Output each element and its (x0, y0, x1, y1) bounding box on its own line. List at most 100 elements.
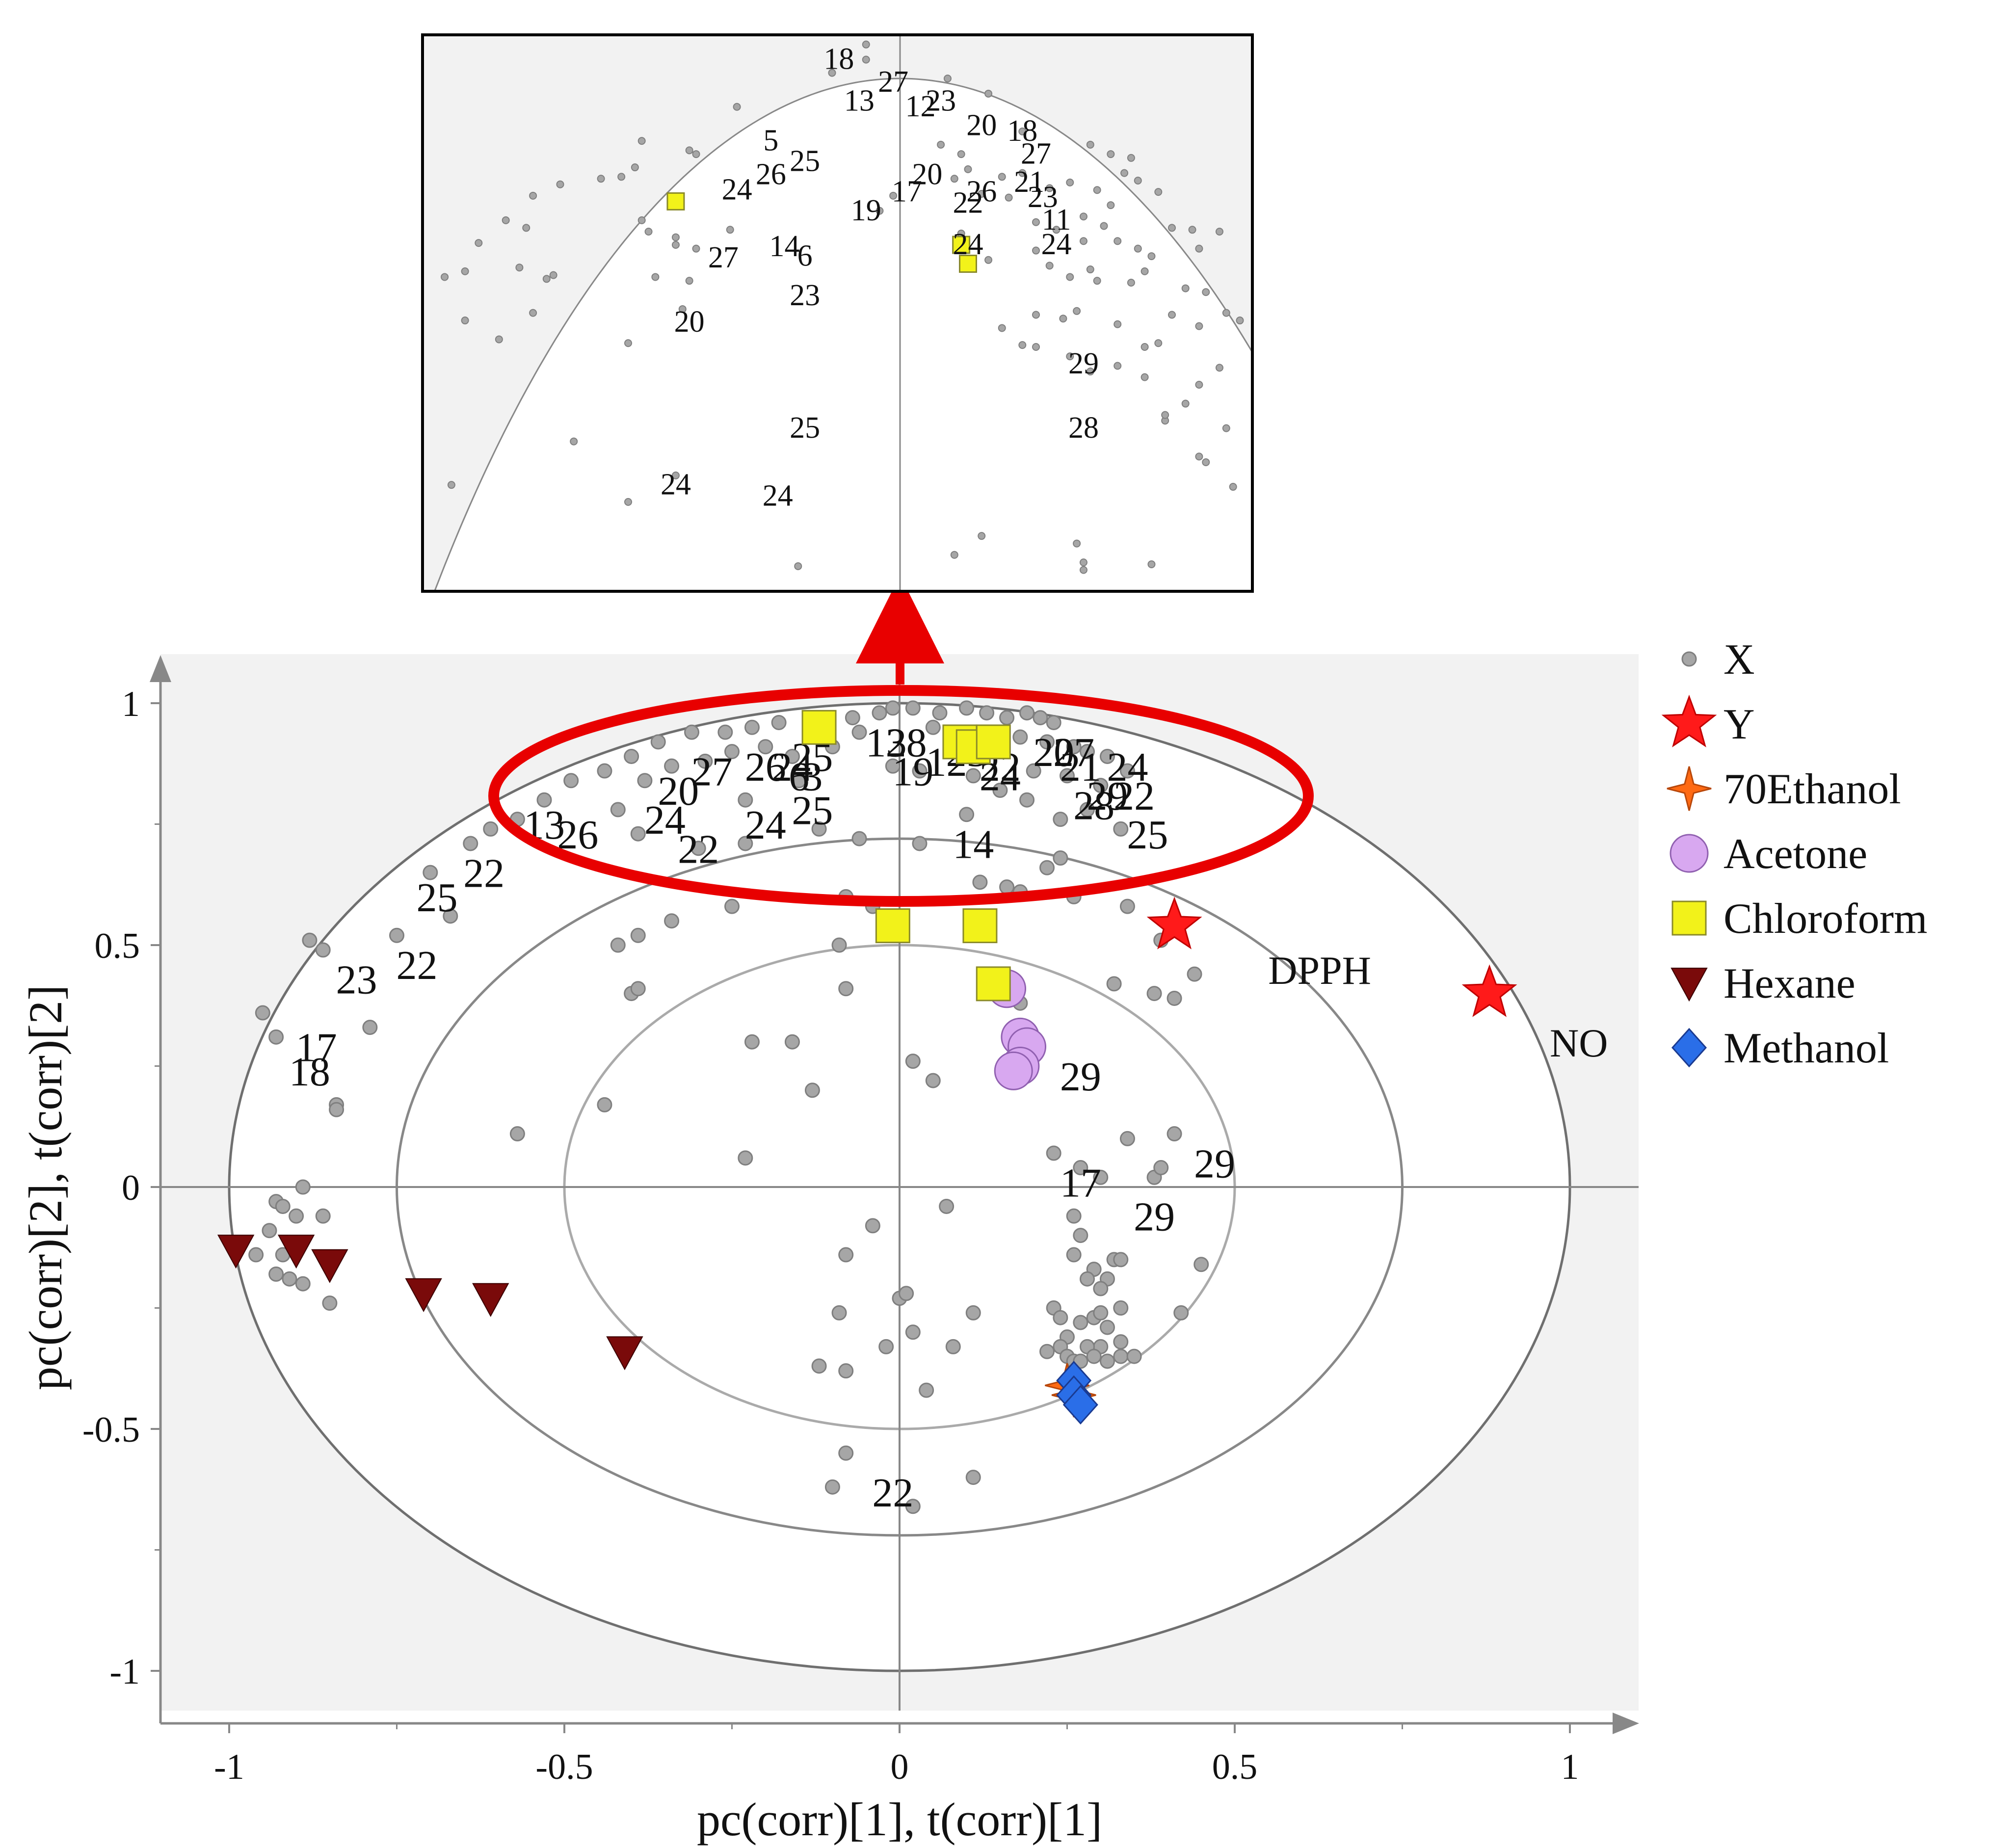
inset-x-point (1188, 226, 1196, 234)
x-point-label: 27 (1053, 730, 1094, 775)
y-tick-label: 0.5 (95, 926, 140, 966)
x-point (1173, 1305, 1189, 1320)
x-point-label: 25 (416, 875, 457, 921)
hexane-point (311, 1249, 348, 1283)
inset-x-point (631, 163, 639, 172)
inset-frame (421, 33, 1254, 593)
x-point (1099, 1320, 1115, 1335)
inset-x-point (998, 173, 1006, 181)
inset-x-point (1032, 218, 1040, 226)
x-point (664, 758, 680, 774)
x-point-label: 24 (745, 802, 786, 848)
x-point (824, 1479, 840, 1495)
x-point (329, 1102, 345, 1117)
inset-point-label: 22 (953, 186, 983, 219)
legend-marker-hexane (1671, 968, 1708, 1002)
x-point (905, 1324, 921, 1340)
acetone-point (994, 1051, 1033, 1090)
x-point (1079, 802, 1095, 818)
x-point (1046, 1145, 1061, 1161)
x-point (1033, 710, 1048, 726)
inset-x-point (685, 277, 693, 285)
inset-point-label: 13 (844, 84, 875, 117)
x-point (1066, 739, 1082, 755)
chloroform-point (801, 710, 837, 745)
x-point (999, 710, 1015, 726)
x-point-label: 28 (1073, 783, 1114, 829)
x-point (838, 1445, 854, 1461)
x-point (1119, 898, 1135, 914)
x-point-label: 22 (463, 851, 504, 897)
inset-x-point (1032, 246, 1040, 255)
inset-x-point (692, 150, 700, 158)
x-point-label: 29 (1134, 1194, 1175, 1240)
inset-x-point (1222, 309, 1230, 317)
legend-marker-70ethanol (1667, 766, 1712, 811)
inset-x-point (950, 175, 958, 183)
x-point (979, 705, 995, 721)
inset-x-point (1195, 381, 1203, 389)
chloroform-point (875, 908, 910, 944)
x-point (630, 927, 646, 943)
inset-x-point (1168, 224, 1176, 232)
inset-x-point (1127, 279, 1135, 287)
x-point (536, 792, 552, 808)
x-point-label: 22 (872, 1470, 913, 1516)
x-point-label: 25 (1127, 812, 1168, 858)
inset-x-point (556, 180, 564, 188)
x-tick-label: -0.5 (535, 1747, 593, 1787)
x-point (905, 1499, 921, 1514)
y-axis-title: pc(corr)[2], t(corr)[2] (19, 985, 72, 1390)
main-group-markers: DPPH NO (217, 710, 1608, 1425)
highlight-ellipse (488, 685, 1314, 907)
hexane-point (217, 1235, 255, 1269)
inset-x-point (1229, 483, 1237, 491)
inset-point-label: 20 (966, 109, 997, 142)
x-point-label: 25 (792, 788, 833, 834)
x-point (724, 744, 740, 760)
inset-x-point (475, 239, 483, 247)
y-tick-label: 1 (122, 684, 140, 724)
inset-point-label: 24 (953, 228, 983, 261)
inset-x-point (957, 150, 965, 158)
inset-x-point (828, 69, 836, 77)
inset-x-point (549, 271, 557, 279)
inset-x-point (495, 335, 503, 343)
inset-x-point (1086, 140, 1094, 149)
x-point (1146, 986, 1162, 1002)
inset-point-label: 18 (823, 43, 854, 76)
inset-x-point (1045, 184, 1054, 192)
x-point (912, 836, 928, 851)
x-point (945, 1339, 961, 1354)
x-point (1039, 860, 1055, 875)
x-point (1093, 1305, 1109, 1320)
legend-marker-y (1661, 694, 1717, 747)
x-point (295, 1179, 311, 1195)
x-point (597, 763, 612, 779)
inset-x-point (515, 264, 524, 272)
inset-x-point (441, 273, 449, 281)
y-tick-label: 0 (122, 1168, 140, 1208)
x-point (744, 1034, 760, 1050)
main-plot: -1 -0.5 0 0.5 1 10.50-0.5-1 1326202427222624… (19, 654, 1639, 1846)
inset-x-point (1168, 311, 1176, 319)
x-point (690, 841, 706, 856)
inset-point-label: 6 (797, 239, 813, 272)
inset-x-point (1073, 539, 1081, 548)
inset-x-point (978, 189, 986, 198)
x-point-label: 3 (802, 754, 822, 799)
inset-point-label: 18 (1007, 114, 1037, 148)
x-point (630, 826, 646, 842)
inset-x-point (1066, 352, 1074, 361)
x-point (804, 1082, 820, 1098)
x-point (597, 1097, 612, 1112)
inset-x-point (502, 216, 510, 224)
x-point (811, 1358, 827, 1374)
inset-x-point (1052, 226, 1061, 234)
x-point (248, 1247, 264, 1263)
y-point-label: DPPH (1268, 948, 1371, 993)
x-point (919, 1382, 934, 1398)
x-point (463, 836, 478, 851)
x-point (1113, 1348, 1129, 1364)
